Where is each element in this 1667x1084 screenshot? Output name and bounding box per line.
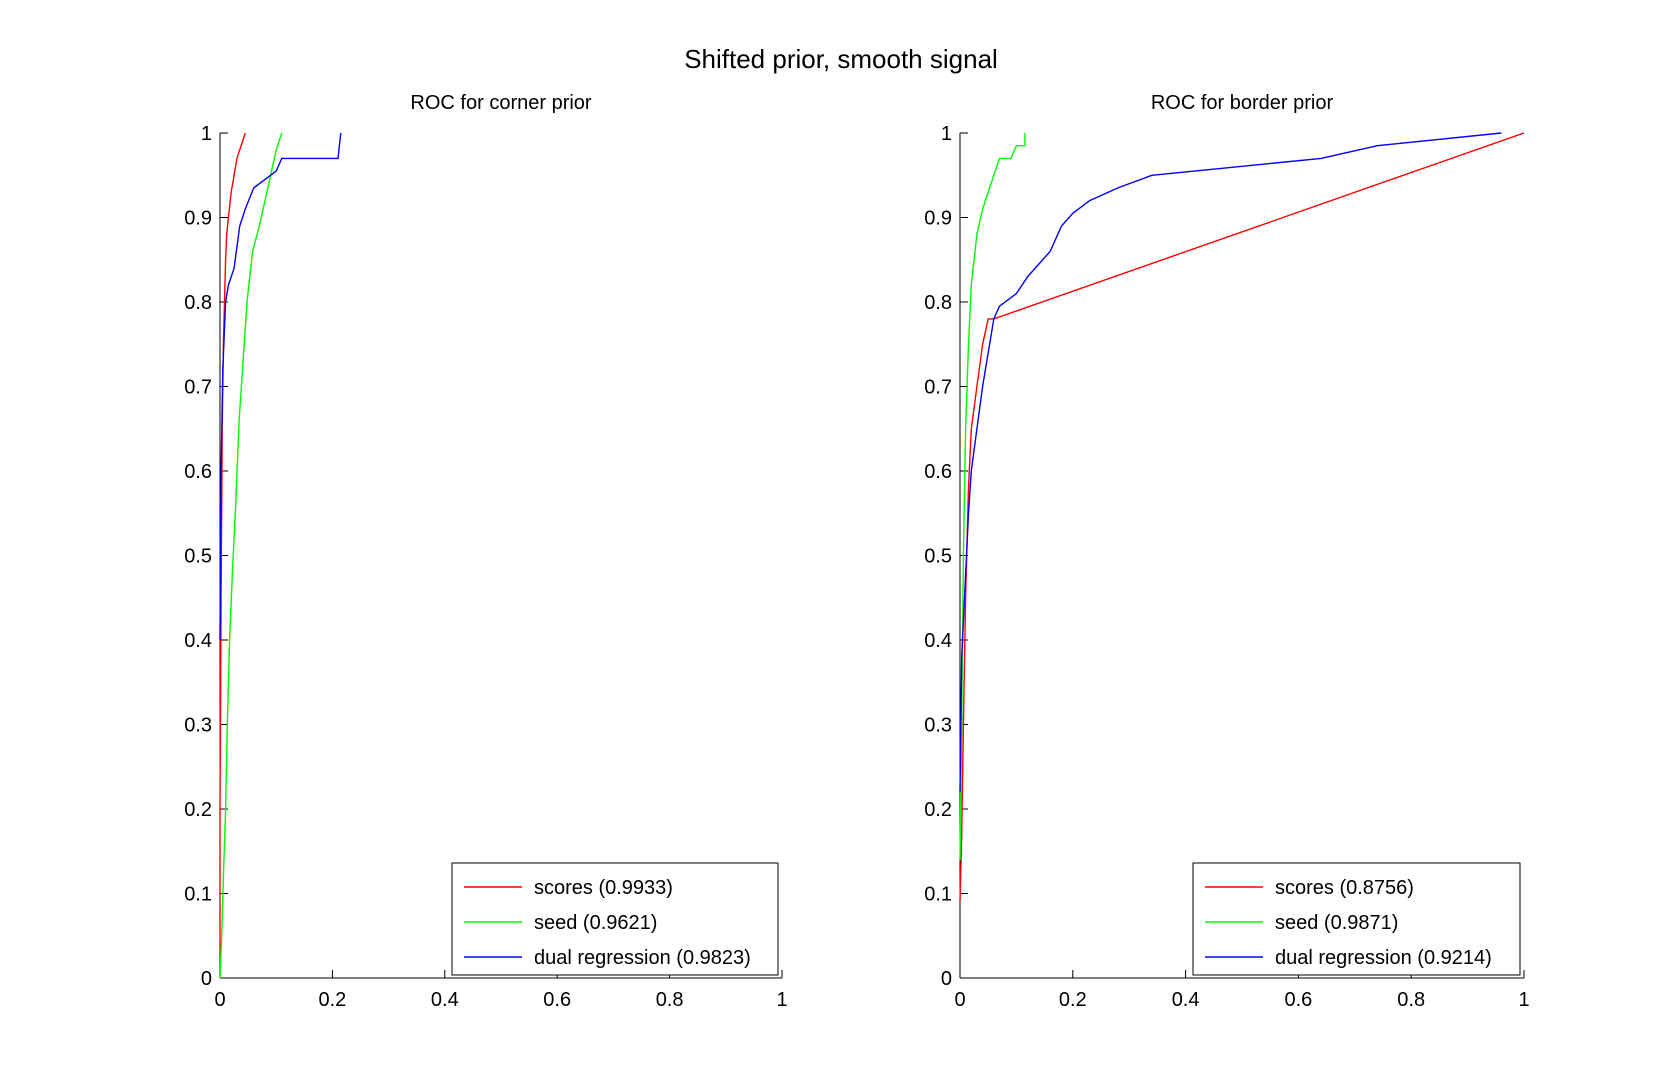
y-tick-label: 1 bbox=[201, 123, 212, 145]
y-tick-label: 0.4 bbox=[184, 630, 212, 652]
x-tick-label: 0.2 bbox=[318, 989, 346, 1011]
x-tick-label: 1 bbox=[776, 989, 787, 1011]
x-tick-label: 0.8 bbox=[656, 989, 684, 1011]
y-tick-label: 0.1 bbox=[924, 884, 952, 906]
y-tick-label: 0.1 bbox=[184, 884, 212, 906]
y-tick-label: 0.3 bbox=[924, 715, 952, 737]
x-tick-label: 0.2 bbox=[1059, 989, 1087, 1011]
y-tick-label: 0.8 bbox=[924, 292, 952, 314]
y-tick-label: 1 bbox=[941, 123, 952, 145]
legend-label-seed: seed (0.9871) bbox=[1275, 912, 1398, 934]
y-tick-label: 0.8 bbox=[184, 292, 212, 314]
y-tick-label: 0 bbox=[941, 968, 952, 990]
x-tick-label: 0 bbox=[214, 989, 225, 1011]
legend-label-seed: seed (0.9621) bbox=[534, 912, 657, 934]
x-tick-label: 1 bbox=[1518, 989, 1529, 1011]
series-line-seed bbox=[959, 133, 1026, 860]
y-tick-label: 0.6 bbox=[924, 461, 952, 483]
x-tick-label: 0.4 bbox=[1172, 989, 1200, 1011]
axes-title: ROC for corner prior bbox=[410, 92, 591, 114]
y-tick-label: 0.2 bbox=[924, 799, 952, 821]
figure-title: Shifted prior, smooth signal bbox=[684, 44, 998, 74]
axes-title: ROC for border prior bbox=[1151, 92, 1334, 114]
y-tick-label: 0 bbox=[201, 968, 212, 990]
series-line-dual-regression bbox=[959, 132, 1502, 793]
legend-label-scores: scores (0.8756) bbox=[1275, 877, 1414, 899]
x-tick-label: 0.4 bbox=[431, 989, 459, 1011]
y-tick-label: 0.6 bbox=[184, 461, 212, 483]
y-tick-label: 0.9 bbox=[184, 208, 212, 230]
y-tick-label: 0.2 bbox=[184, 799, 212, 821]
series-line-scores bbox=[219, 132, 246, 978]
corner-prior-axes: ROC for corner prior 0 0.2 0.4 0.6 0.8 1 0 0.1 0.… bbox=[184, 92, 787, 1011]
y-tick-label: 0.5 bbox=[184, 546, 212, 568]
x-tick-label: 0.8 bbox=[1397, 989, 1425, 1011]
legend: scores (0.9933) seed (0.9621) dual regress… bbox=[451, 862, 779, 976]
series-line-scores bbox=[959, 132, 1525, 903]
y-tick-label: 0.5 bbox=[924, 546, 952, 568]
series-line-seed bbox=[219, 132, 283, 979]
legend-label-dual-regression: dual regression (0.9823) bbox=[534, 947, 751, 969]
series-line-dual-regression bbox=[219, 132, 342, 641]
x-tick-label: 0 bbox=[954, 989, 965, 1011]
legend: scores (0.8756) seed (0.9871) dual regress… bbox=[1192, 862, 1521, 976]
y-tick-label: 0.3 bbox=[184, 715, 212, 737]
legend-label-scores: scores (0.9933) bbox=[534, 877, 673, 899]
x-tick-label: 0.6 bbox=[543, 989, 571, 1011]
legend-label-dual-regression: dual regression (0.9214) bbox=[1275, 947, 1492, 969]
x-tick-label: 0.6 bbox=[1284, 989, 1312, 1011]
y-tick-label: 0.7 bbox=[184, 377, 212, 399]
border-prior-axes: ROC for border prior 0 0.2 0.4 0.6 0.8 1 0 0.1 0.… bbox=[924, 92, 1529, 1011]
y-tick-label: 0.4 bbox=[924, 630, 952, 652]
y-tick-label: 0.9 bbox=[924, 208, 952, 230]
y-tick-label: 0.7 bbox=[924, 377, 952, 399]
